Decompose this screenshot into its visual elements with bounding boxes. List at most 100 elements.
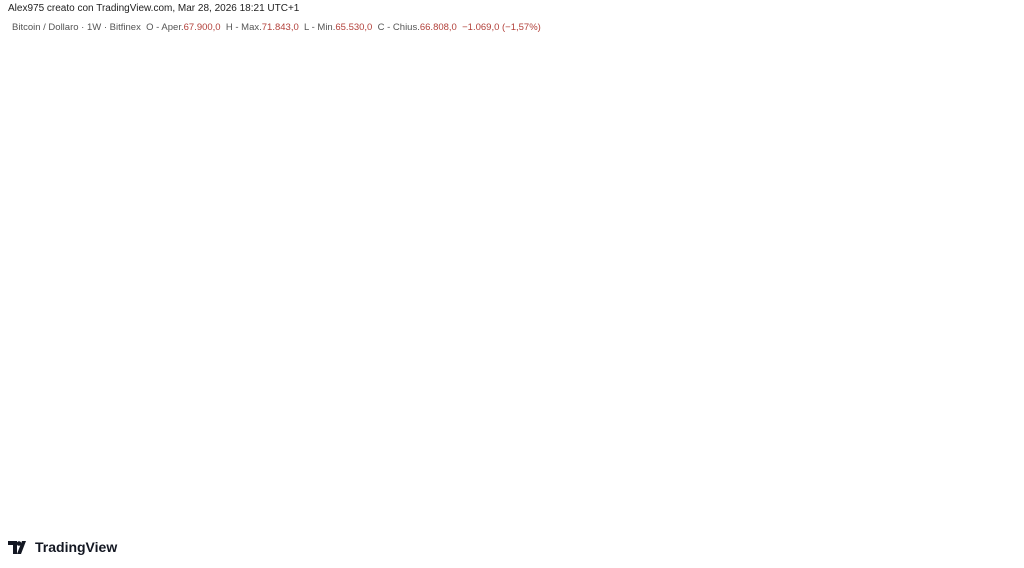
y-tick-label: 64.000,0 bbox=[974, 424, 1009, 434]
candle-body bbox=[117, 168, 132, 198]
y-tick-label: 88.000,0 bbox=[974, 274, 1009, 284]
x-tick-label: Lug bbox=[172, 515, 187, 525]
candle-body bbox=[467, 113, 483, 139]
fib-382-label: 38,20% bbox=[28, 351, 59, 361]
x-tick-label: 16 bbox=[765, 515, 775, 525]
x-tick-label: 19 bbox=[46, 515, 56, 525]
candle-body bbox=[209, 81, 225, 96]
candle-body bbox=[707, 287, 722, 351]
last-price-tag-bg bbox=[966, 411, 1022, 422]
x-tick-label: 17 bbox=[525, 515, 535, 525]
x-tick-label: Mar bbox=[799, 515, 815, 525]
x-tick-label: Apr bbox=[892, 515, 906, 525]
candle-body bbox=[191, 87, 206, 97]
fib-50-label: 50,00% bbox=[56, 418, 87, 428]
x-tick-label: 18 bbox=[285, 515, 295, 525]
candle-body bbox=[854, 404, 870, 412]
last-price-tag: 66.808,0 bbox=[969, 412, 1004, 422]
y-tick-label: 104.000,0 bbox=[974, 175, 1014, 185]
us-flag-canton bbox=[874, 493, 881, 499]
x-tick-label: 15 bbox=[359, 515, 369, 525]
x-tick-label: 15 bbox=[599, 515, 609, 525]
fib-50-label: 50,00% bbox=[924, 321, 955, 331]
fib-50-label: 50,00% bbox=[520, 200, 551, 210]
ma50-line bbox=[0, 184, 862, 337]
candle-body bbox=[725, 347, 741, 390]
us-flag-circle bbox=[874, 493, 888, 507]
symbol-name[interactable]: Bitcoin / Dollaro · 1W · Bitfinex bbox=[12, 22, 141, 33]
candle-body bbox=[614, 274, 630, 280]
fib-0-label: 0,00% bbox=[8, 233, 34, 243]
candle-body bbox=[25, 163, 40, 180]
change-value: −1.069,0 (−1,57%) bbox=[462, 22, 541, 33]
currency-label: USD bbox=[974, 23, 994, 33]
channel-upper-line bbox=[732, 322, 956, 404]
x-tick-label: Feb bbox=[725, 515, 741, 525]
candle-body bbox=[320, 134, 335, 153]
ma200-price-tag-bg bbox=[966, 460, 1022, 471]
x-tick-label: Ago bbox=[246, 515, 262, 525]
open-value: 67.900,0 bbox=[183, 22, 221, 33]
y-tick-label: 56.000,0 bbox=[974, 474, 1009, 484]
channel-lower-line bbox=[732, 375, 956, 457]
high-value: 71.843,0 bbox=[261, 22, 299, 33]
high-label: H - Max. bbox=[225, 22, 262, 33]
candle-body bbox=[80, 167, 96, 170]
candle-body bbox=[799, 416, 814, 419]
x-tick-label: Ott bbox=[413, 515, 426, 525]
candle-body bbox=[43, 148, 59, 166]
candle-body bbox=[651, 257, 667, 262]
close-value: 66.808,0 bbox=[419, 22, 457, 33]
candle-body bbox=[541, 264, 556, 287]
candle-body bbox=[412, 57, 427, 111]
ma200-line bbox=[235, 457, 862, 511]
candle-body bbox=[283, 94, 298, 120]
candle-body bbox=[522, 238, 538, 287]
open-label: O - Aper. bbox=[146, 22, 184, 33]
x-tick-label: Dic bbox=[560, 515, 573, 525]
y-tick-label: 52.000,0 bbox=[974, 499, 1009, 509]
candle-body bbox=[98, 168, 114, 171]
x-tick-label: 16 bbox=[838, 515, 848, 525]
candle-body bbox=[817, 374, 833, 418]
x-tick-label: 16 bbox=[120, 515, 130, 525]
support-zone-box bbox=[513, 286, 603, 305]
candle-body bbox=[688, 243, 704, 289]
y-tick-label: 76.000,0 bbox=[974, 349, 1009, 359]
y-tick-label: 60.000,0 bbox=[974, 449, 1009, 459]
y-tick-label: 72.000,0 bbox=[974, 374, 1009, 384]
y-tick-label: 120.000,0 bbox=[974, 75, 1014, 85]
resistenza-label: Resistenza bbox=[810, 319, 867, 331]
x-tick-label: 21 bbox=[212, 515, 222, 525]
y-tick-label: 108.000,0 bbox=[974, 150, 1014, 160]
low-label: L - Min. bbox=[304, 22, 336, 33]
candle-body bbox=[135, 151, 151, 198]
ma50-price-tag-bg bbox=[966, 211, 1022, 223]
x-tick-label: Nov bbox=[485, 515, 502, 525]
candle-body bbox=[264, 82, 280, 96]
y-tick-label: 68.000,0 bbox=[974, 399, 1009, 409]
candle-body bbox=[6, 177, 22, 239]
channel-upper-line bbox=[529, 185, 771, 271]
fib-382-label: 38,20% bbox=[938, 351, 969, 361]
x-tick-label: 19 bbox=[691, 515, 701, 525]
us-flag-icon bbox=[874, 493, 888, 507]
candle-body bbox=[780, 406, 796, 420]
tradingview-logo[interactable]: TradingView bbox=[8, 539, 117, 555]
candle-body bbox=[836, 373, 851, 407]
x-tick-label: Mag bbox=[5, 515, 23, 525]
candle-body bbox=[559, 263, 575, 266]
candle-body bbox=[578, 263, 593, 279]
y-tick-label: 96.000,0 bbox=[974, 225, 1009, 235]
candle-body bbox=[393, 57, 409, 128]
candle-body bbox=[172, 85, 188, 147]
x-tick-label: 2026 bbox=[649, 515, 669, 525]
candle-body bbox=[670, 243, 685, 262]
candle-body bbox=[430, 109, 446, 151]
x-tick-label: Set bbox=[321, 515, 335, 525]
range-box bbox=[177, 79, 494, 153]
y-tick-label: 112.000,0 bbox=[974, 125, 1013, 135]
fib-382-label: 38,20% bbox=[628, 300, 659, 310]
candle-body bbox=[375, 107, 390, 129]
